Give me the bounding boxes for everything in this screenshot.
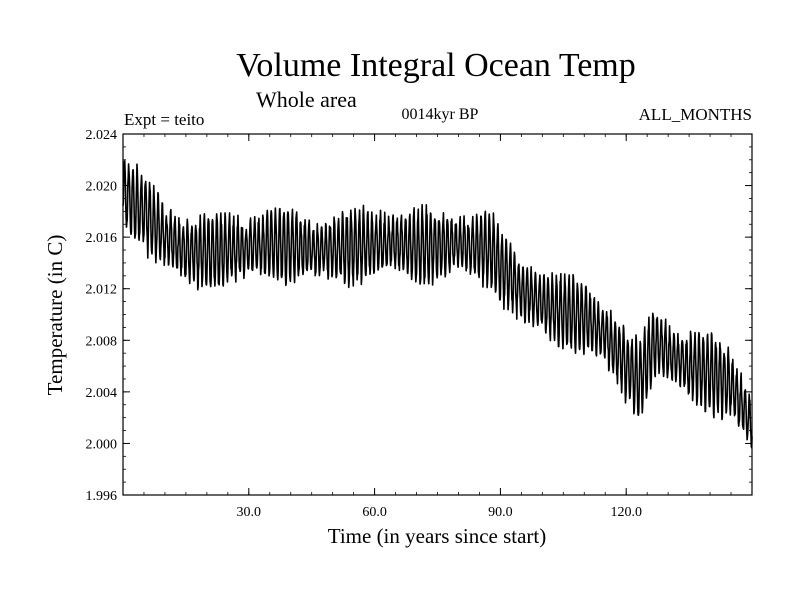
x-tick-label: 30.0 bbox=[237, 505, 262, 520]
y-tick-label: 2.012 bbox=[86, 283, 118, 298]
x-axis: 30.0 60.0 90.0 120.0 bbox=[143, 134, 732, 520]
chart-subtitle: Whole area bbox=[256, 87, 357, 112]
experiment-label: Expt = teito bbox=[124, 110, 204, 129]
series-layer bbox=[122, 160, 753, 449]
x-tick-label: 120.0 bbox=[610, 505, 642, 520]
y-tick-label: 2.004 bbox=[86, 386, 118, 401]
series-line-temperature bbox=[122, 160, 753, 449]
x-axis-label: Time (in years since start) bbox=[328, 524, 547, 548]
months-label: ALL_MONTHS bbox=[639, 105, 752, 124]
y-tick-label: 2.008 bbox=[86, 334, 118, 349]
period-label: 0014kyr BP bbox=[402, 106, 479, 123]
plot-frame bbox=[122, 133, 753, 496]
x-tick-label: 90.0 bbox=[488, 505, 513, 520]
chart-title: Volume Integral Ocean Temp bbox=[236, 47, 636, 84]
y-tick-label: 1.996 bbox=[86, 489, 118, 504]
y-tick-label: 2.016 bbox=[86, 231, 118, 246]
y-tick-label: 2.024 bbox=[86, 128, 118, 143]
y-tick-label: 2.000 bbox=[86, 437, 118, 452]
y-tick-label: 2.020 bbox=[86, 180, 118, 195]
y-axis-label: Temperature (in C) bbox=[43, 235, 67, 396]
x-tick-label: 60.0 bbox=[362, 505, 387, 520]
